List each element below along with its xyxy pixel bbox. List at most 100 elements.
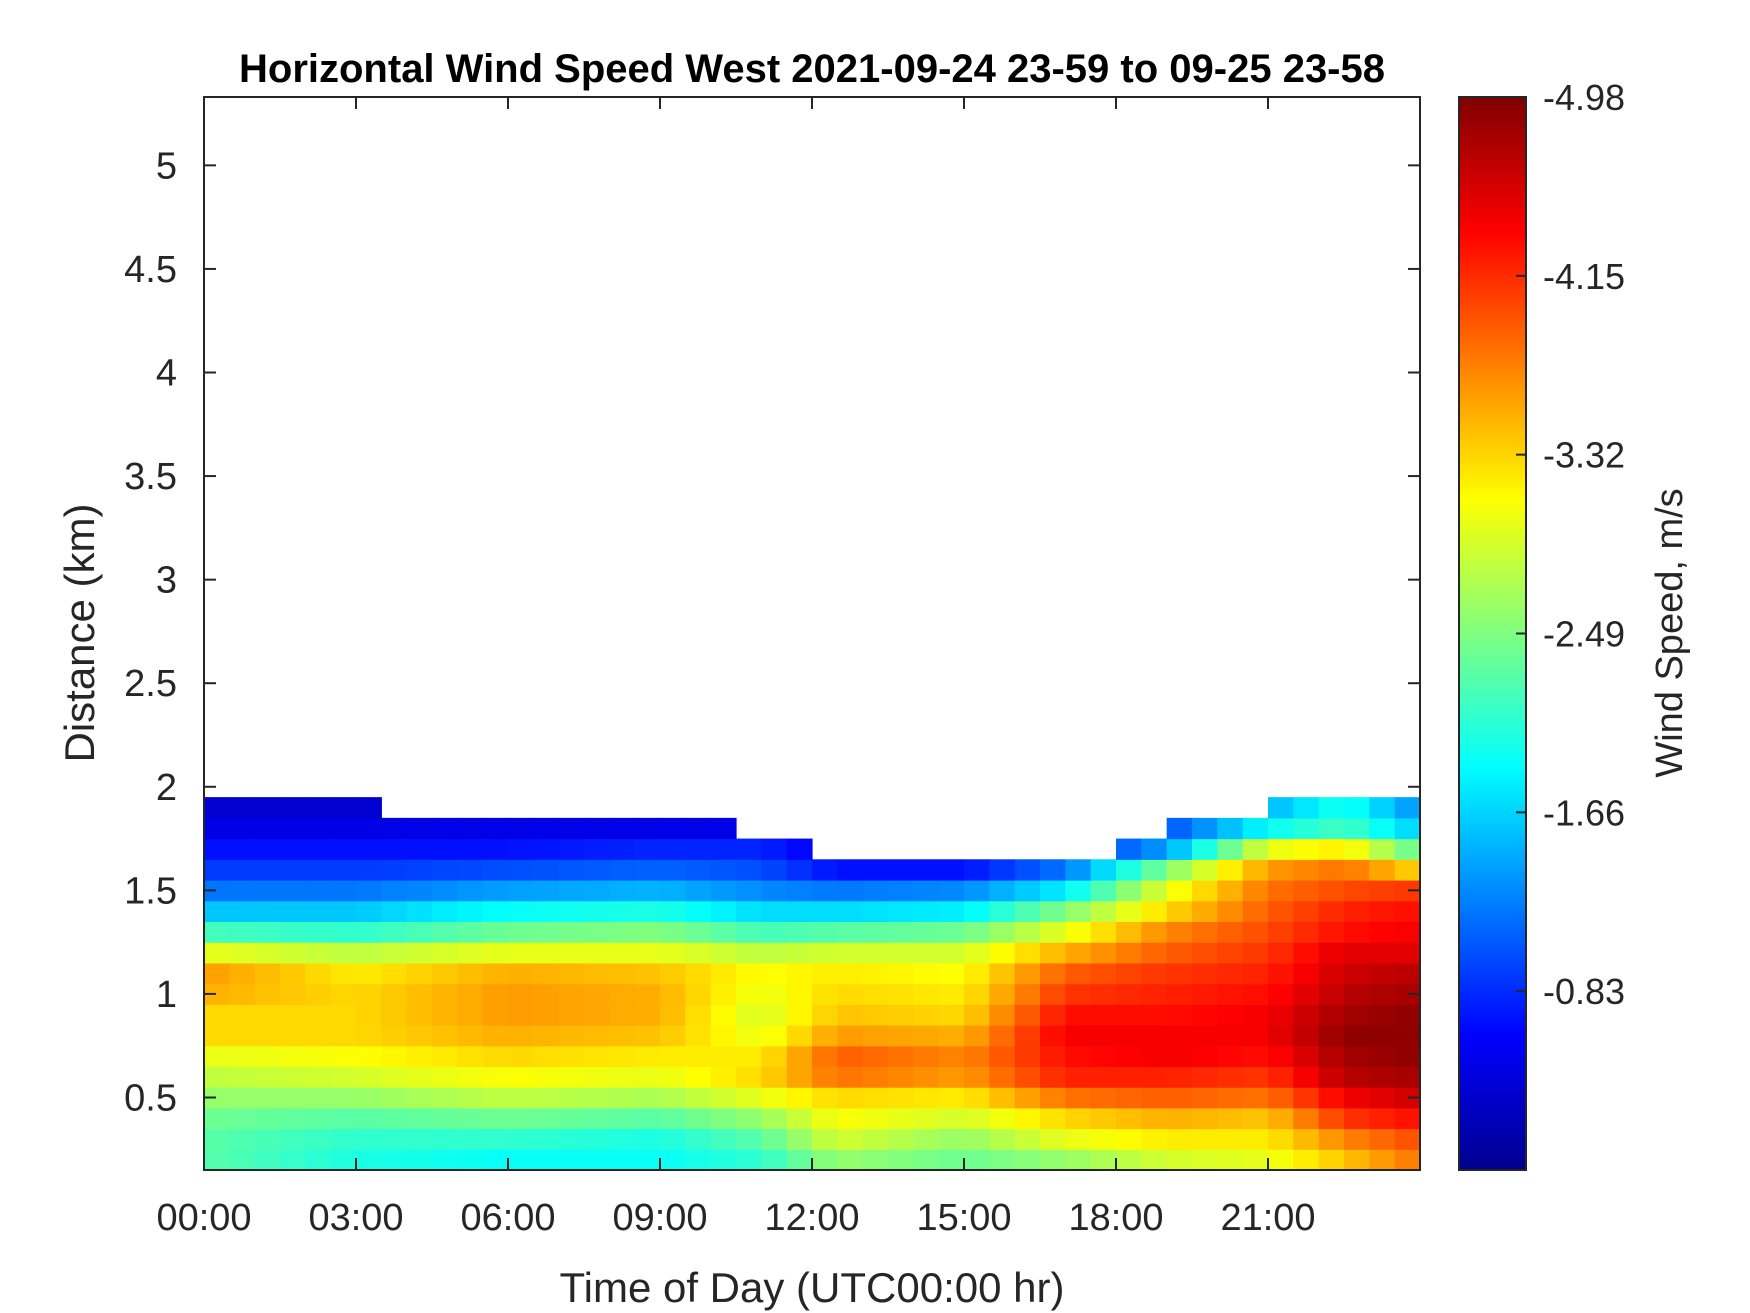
- y-tick-label: 5: [156, 145, 177, 187]
- heatmap-cell: [1040, 962, 1066, 985]
- heatmap-cell: [533, 838, 560, 860]
- heatmap-cell: [1192, 900, 1218, 923]
- heatmap-cell: [786, 983, 813, 1005]
- heatmap-cell: [1369, 1045, 1396, 1068]
- heatmap-cell: [710, 1045, 737, 1068]
- heatmap-cell: [1166, 942, 1193, 964]
- heatmap-cell: [1166, 1087, 1193, 1109]
- heatmap-cell: [761, 1066, 788, 1088]
- heatmap-cell: [888, 1045, 914, 1068]
- heatmap-cell: [356, 838, 382, 860]
- heatmap-cell: [1268, 880, 1294, 902]
- heatmap-cell: [406, 1004, 433, 1026]
- heatmap-cell: [1192, 1107, 1218, 1130]
- heatmap-cell: [584, 838, 610, 860]
- heatmap-cell: [1116, 838, 1142, 860]
- heatmap-cell: [204, 1045, 230, 1068]
- heatmap-cell: [710, 859, 737, 881]
- chart-title: Horizontal Wind Speed West 2021-09-24 23…: [239, 47, 1385, 91]
- heatmap-cell: [1166, 1045, 1193, 1068]
- heatmap-cell: [508, 1128, 534, 1150]
- heatmap-cell: [634, 942, 661, 964]
- heatmap-cell: [305, 962, 332, 985]
- heatmap-cell: [736, 921, 762, 943]
- heatmap-cell: [1242, 1025, 1269, 1047]
- x-tick-label: 09:00: [612, 1197, 707, 1239]
- heatmap-cell: [406, 942, 433, 964]
- heatmap-cell: [533, 1128, 560, 1150]
- heatmap-cell: [964, 921, 990, 943]
- heatmap-cell: [330, 1128, 357, 1150]
- heatmap-cell: [1242, 1149, 1269, 1170]
- heatmap-cell: [913, 1066, 940, 1088]
- heatmap-cell: [1217, 1004, 1244, 1026]
- heatmap-cell: [989, 1004, 1016, 1026]
- heatmap-cell: [1293, 983, 1320, 1005]
- heatmap-cell: [761, 1087, 788, 1109]
- heatmap-cell: [1394, 1066, 1420, 1088]
- x-axis-ticks: 00:00 03:00 06:00 09:00 12:00 15:00 18:00 21:00: [156, 97, 1316, 1239]
- heatmap-cell: [406, 900, 433, 923]
- heatmap-cell: [837, 1004, 864, 1026]
- heatmap-cell: [558, 1087, 585, 1109]
- heatmap-cell: [356, 1128, 382, 1150]
- heatmap-cell: [457, 1128, 484, 1150]
- heatmap-cell: [609, 838, 636, 860]
- heatmap-cell: [432, 1087, 458, 1109]
- heatmap-cell: [406, 921, 433, 943]
- heatmap-cell: [356, 880, 382, 902]
- heatmap-cell: [1394, 880, 1420, 902]
- heatmap-cell: [837, 1066, 864, 1088]
- heatmap-cell: [1065, 921, 1092, 943]
- heatmap-cell: [660, 1107, 686, 1130]
- heatmap-cell: [913, 942, 940, 964]
- heatmap-cell: [1318, 859, 1345, 881]
- heatmap-cell: [1318, 900, 1345, 923]
- heatmap-cell: [634, 1066, 661, 1088]
- heatmap-cell: [558, 880, 585, 902]
- heatmap-cell: [862, 962, 889, 985]
- heatmap-cell: [356, 921, 382, 943]
- heatmap-cell: [1116, 1128, 1142, 1150]
- heatmap-cell: [305, 1066, 332, 1088]
- heatmap-cell: [1394, 1087, 1420, 1109]
- heatmap-cell: [1217, 1149, 1244, 1170]
- heatmap-cell: [305, 1087, 332, 1109]
- colorbar-tick-label: -2.49: [1543, 614, 1625, 655]
- heatmap-cell: [1014, 880, 1041, 902]
- heatmap-cell: [508, 962, 534, 985]
- heatmap-cell: [913, 1087, 940, 1109]
- heatmap-cell: [1318, 983, 1345, 1005]
- heatmap-cell: [1090, 1107, 1117, 1130]
- heatmap-cell: [204, 962, 230, 985]
- heatmap-cell: [381, 1149, 408, 1170]
- heatmap-cell: [685, 962, 712, 985]
- heatmap-cell: [761, 921, 788, 943]
- heatmap-cell: [888, 1087, 914, 1109]
- heatmap-cell: [685, 983, 712, 1005]
- heatmap-cell: [1344, 817, 1370, 840]
- heatmap-cell: [660, 1066, 686, 1088]
- heatmap-cell: [508, 900, 534, 923]
- heatmap-cell: [989, 1066, 1016, 1088]
- heatmap-cell: [1166, 838, 1193, 860]
- heatmap-cell: [786, 942, 813, 964]
- heatmap-cell: [254, 859, 281, 881]
- heatmap-cell: [356, 1149, 382, 1170]
- heatmap-cell: [482, 1066, 509, 1088]
- heatmap-cell: [609, 817, 636, 840]
- heatmap-cell: [660, 838, 686, 860]
- heatmap-cell: [432, 1045, 458, 1068]
- heatmap-cell: [1293, 921, 1320, 943]
- heatmap-cell: [305, 859, 332, 881]
- heatmap-cell: [761, 942, 788, 964]
- heatmap-cell: [609, 921, 636, 943]
- heatmap-cell: [1141, 962, 1168, 985]
- heatmap-cell: [837, 1128, 864, 1150]
- heatmap-cell: [229, 1025, 256, 1047]
- heatmap-cell: [1293, 1149, 1320, 1170]
- heatmap-cell: [1116, 1045, 1142, 1068]
- heatmap-cell: [660, 983, 686, 1005]
- heatmap-cell: [736, 1087, 762, 1109]
- heatmap-cell: [761, 1045, 788, 1068]
